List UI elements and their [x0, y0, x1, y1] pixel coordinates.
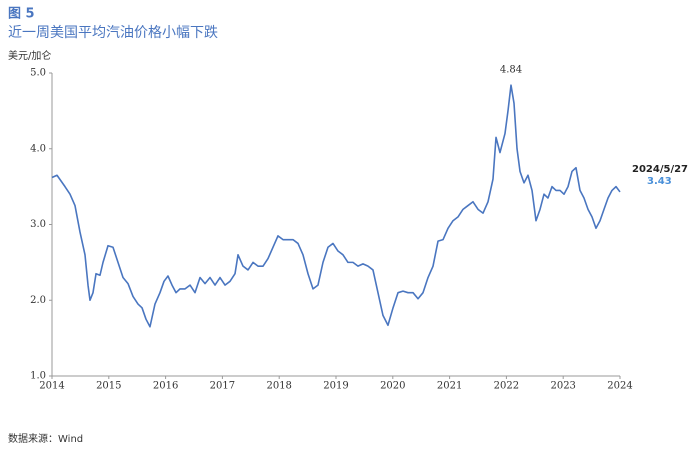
source: 数据来源：Wind: [8, 432, 83, 445]
x-tick-label: 2014: [39, 381, 64, 392]
x-tick-label: 2019: [323, 381, 348, 392]
x-tick-label: 2021: [437, 381, 462, 392]
date-annotation: 2024/5/27: [632, 164, 688, 175]
x-tick-label: 2020: [380, 381, 405, 392]
x-tick-label: 2015: [96, 381, 121, 392]
x-tick-label: 2024: [607, 381, 632, 392]
x-tick-label: 2023: [550, 381, 575, 392]
line-series: [51, 84, 621, 328]
x-tick-label: 2018: [266, 381, 291, 392]
y-tick-label: 4.0: [30, 143, 46, 154]
y-tick-label: 1.0: [30, 371, 46, 382]
x-tick-label: 2022: [494, 381, 519, 392]
peak-annotation: 4.84: [500, 65, 522, 76]
x-tick-label: 2017: [210, 381, 235, 392]
chart-title: 近一周美国平均汽油价格小幅下跌: [8, 25, 218, 41]
y-tick-label: 2.0: [30, 295, 46, 306]
figure-label: 图 5: [8, 7, 35, 22]
y-tick-label: 5.0: [30, 68, 46, 79]
y-axis-label: 美元/加仑: [8, 49, 51, 62]
value-annotation: 3.43: [647, 176, 672, 187]
x-tick-label: 2016: [153, 381, 178, 392]
y-tick-label: 3.0: [30, 219, 46, 230]
